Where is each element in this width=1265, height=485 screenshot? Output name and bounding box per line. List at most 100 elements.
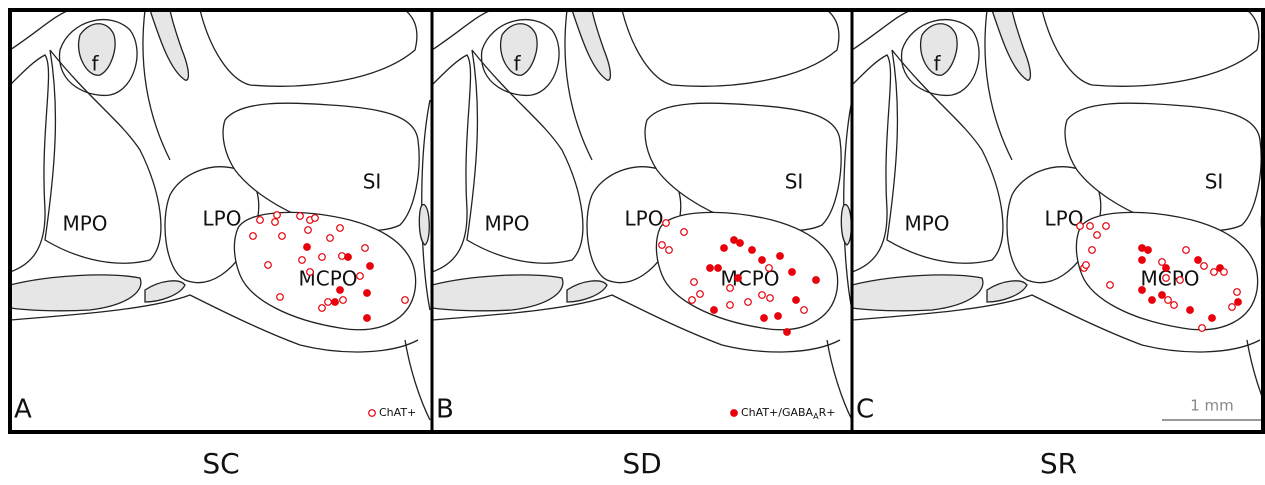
cell-dot <box>1106 281 1114 289</box>
panel-letter: C <box>856 395 874 425</box>
frame <box>8 8 1265 434</box>
outline <box>77 23 116 76</box>
outline <box>986 280 1028 303</box>
cell-dot <box>710 306 718 314</box>
cell-dot <box>783 328 791 336</box>
scale-label: 1 mm <box>1190 397 1234 415</box>
cell-dot <box>714 264 722 272</box>
outline <box>886 49 1004 264</box>
cell-dot <box>1234 298 1242 306</box>
cell-dot <box>249 232 257 240</box>
cell-dot <box>1198 324 1206 332</box>
cell-dot <box>326 234 334 242</box>
cell-dot <box>744 298 752 306</box>
region-label: f <box>513 52 521 76</box>
cell-dot <box>1164 296 1172 304</box>
region-label: f <box>933 52 941 76</box>
outline <box>10 294 419 353</box>
cell-dot <box>1228 303 1236 311</box>
outline <box>499 23 538 76</box>
cell-dot <box>748 246 756 254</box>
cell-dot <box>1082 261 1090 269</box>
outline <box>222 102 420 232</box>
outline <box>840 204 852 246</box>
outline <box>644 102 842 232</box>
legend-text: ChAT+ <box>379 406 416 419</box>
cell-dot <box>401 296 409 304</box>
cell-dot <box>1233 288 1241 296</box>
outline <box>466 49 584 264</box>
outline <box>10 10 71 51</box>
cell-dot <box>758 291 766 299</box>
cell-dot <box>336 224 344 232</box>
outline <box>621 10 840 87</box>
outline <box>142 10 171 161</box>
region-label: SI <box>363 170 382 194</box>
outline <box>199 10 418 87</box>
cell-dot <box>1158 291 1166 299</box>
cell-dot <box>696 290 704 298</box>
cell-dot <box>276 293 284 301</box>
outline <box>432 274 564 312</box>
cell-dot <box>658 241 666 249</box>
cell-dot <box>1144 246 1152 254</box>
outline <box>919 23 958 76</box>
cell-dot <box>1200 262 1208 270</box>
cell-dot <box>1220 268 1228 276</box>
legend-marker <box>368 409 376 417</box>
outline <box>432 294 841 353</box>
cell-dot <box>662 219 670 227</box>
cell-dot <box>1088 246 1096 254</box>
outline <box>852 274 984 312</box>
cell-dot <box>278 232 286 240</box>
cell-dot <box>1138 286 1146 294</box>
cell-dot <box>363 314 371 322</box>
outline <box>984 10 1013 161</box>
cell-dot <box>774 312 782 320</box>
cell-dot <box>1186 306 1194 314</box>
cell-dot <box>318 304 326 312</box>
legend-main: ChAT+ <box>379 406 416 419</box>
cell-dot <box>680 228 688 236</box>
group-label: SD <box>622 447 661 480</box>
cell-dot <box>361 244 369 252</box>
outline <box>10 274 142 312</box>
outline <box>1041 10 1260 87</box>
cell-dot <box>1093 231 1101 239</box>
cell-dot <box>1102 222 1110 230</box>
cell-dot <box>736 239 744 247</box>
cell-dot <box>271 218 279 226</box>
cell-dot <box>324 298 332 306</box>
cell-dot <box>336 286 344 294</box>
cell-dot <box>264 261 272 269</box>
outline <box>144 280 186 303</box>
cell-dot <box>765 264 773 272</box>
legend-tail: R+ <box>819 406 836 419</box>
cell-dot <box>1170 301 1178 309</box>
outline <box>1246 339 1265 407</box>
cell-dot <box>706 264 714 272</box>
outline <box>44 49 162 264</box>
cell-dot <box>356 272 364 280</box>
cell-dot <box>304 226 312 234</box>
cell-dot <box>1086 222 1094 230</box>
cell-dot <box>812 276 820 284</box>
cell-dot <box>776 252 784 260</box>
cell-dot <box>665 246 673 254</box>
cell-dot <box>730 236 738 244</box>
cell-dot <box>1208 314 1216 322</box>
cell-dot <box>318 253 326 261</box>
group-label: SC <box>202 447 239 480</box>
region-label: MPO <box>484 212 529 236</box>
panel-letter: A <box>14 395 32 425</box>
outline <box>432 10 493 51</box>
cell-dot <box>1182 246 1190 254</box>
outline <box>149 10 190 81</box>
cell-dot <box>1162 264 1170 272</box>
outline <box>826 339 852 421</box>
outline <box>1064 102 1262 232</box>
cell-dot <box>1138 256 1146 264</box>
cell-dot <box>1210 268 1218 276</box>
cell-dot <box>688 296 696 304</box>
